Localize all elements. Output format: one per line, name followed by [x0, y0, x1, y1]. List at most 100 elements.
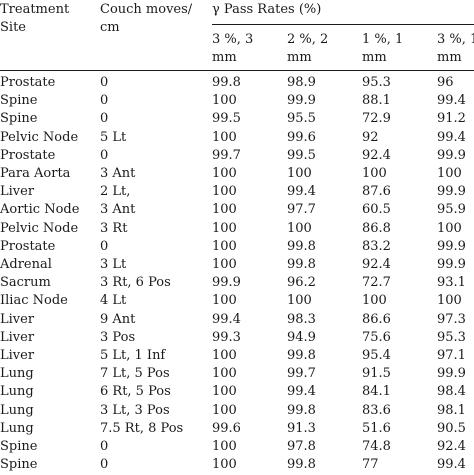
table-row: Prostate 0 100 99.8 83.2 99.9 — [0, 238, 474, 257]
cell-pass-1pct-1mm: 86.8 — [362, 220, 391, 236]
cell-pass-2pct-2mm: 98.9 — [287, 75, 316, 90]
cell-site: Aortic Node — [0, 202, 80, 218]
cell-pass-3pct-3mm: 100 — [212, 166, 237, 181]
cell-site: Lung — [0, 420, 34, 436]
cell-pass-2pct-2mm: 96.2 — [287, 275, 316, 291]
cell-pass-2pct-2mm: 99.8 — [287, 348, 316, 363]
cell-couch-moves: 0 — [100, 75, 109, 90]
cell-pass-2pct-2mm: 99.4 — [287, 184, 316, 200]
subheader-1-line2: mm — [212, 50, 237, 65]
cell-pass-2pct-2mm: 99.6 — [287, 129, 316, 145]
cell-couch-moves: 0 — [100, 439, 109, 454]
cell-pass-2pct-2mm: 99.8 — [287, 257, 316, 272]
cell-pass-3pct-3mm: 99.8 — [212, 75, 241, 90]
cell-pass-3pct-3mm: 100 — [212, 366, 237, 382]
cell-site: Spine — [0, 111, 38, 127]
cell-pass-2pct-2mm: 97.7 — [287, 202, 316, 218]
cell-site: Lung — [0, 402, 34, 418]
table-row: Pelvic Node 3 Rt 100 100 86.8 100 — [0, 220, 474, 239]
cell-couch-moves: 0 — [100, 111, 109, 127]
cell-pass-3pct-3mm: 100 — [212, 384, 237, 400]
table-row: Spine 0 100 99.8 77 99.4 — [0, 456, 474, 475]
cell-pass-1pct-1mm: 74.8 — [362, 439, 391, 454]
cell-pass-3pct-3mm: 99.3 — [212, 329, 241, 345]
cell-site: Adrenal — [0, 257, 52, 272]
cell-couch-moves: 3 Rt — [100, 220, 128, 236]
cell-pass-1pct-1mm: 95.3 — [362, 75, 391, 90]
subheader-3-line2: mm — [362, 50, 387, 65]
cell-pass-3pct-3mm: 100 — [212, 184, 237, 200]
cell-pass-1pct-1mm: 100 — [362, 166, 387, 181]
cell-pass-1pct-1mm: 72.7 — [362, 275, 391, 291]
cell-pass-3pct-3mm: 100 — [212, 348, 237, 363]
table-row: Prostate 0 99.8 98.9 95.3 96 — [0, 74, 474, 93]
cell-pass-3pct-3mm: 100 — [212, 93, 237, 109]
table-row: Spine 0 99.5 95.5 72.9 91.2 — [0, 110, 474, 129]
cell-pass-1pct-1mm: 92 — [362, 129, 379, 145]
cell-pass-2pct-2mm: 94.9 — [287, 329, 316, 345]
cell-site: Liver — [0, 348, 35, 363]
cell-site: Lung — [0, 366, 34, 382]
cell-pass-2pct-2mm: 99.7 — [287, 366, 316, 382]
subheader-3-line1: 1 %, 1 — [362, 32, 404, 47]
subheader-4-line1: 3 %, 1 — [437, 32, 474, 47]
cell-pass-3pct-1mm: 98.1 — [437, 402, 466, 418]
cell-couch-moves: 0 — [100, 238, 109, 254]
subheader-4-line2: mm — [437, 50, 462, 65]
cell-pass-2pct-2mm: 99.8 — [287, 402, 316, 418]
cell-pass-3pct-3mm: 99.4 — [212, 311, 241, 327]
cell-pass-2pct-2mm: 99.8 — [287, 238, 316, 254]
cell-pass-1pct-1mm: 51.6 — [362, 420, 391, 436]
table-row: Sacrum 3 Rt, 6 Pos 99.9 96.2 72.7 93.1 — [0, 274, 474, 293]
cell-pass-3pct-1mm: 99.4 — [437, 93, 466, 109]
cell-couch-moves: 0 — [100, 93, 109, 109]
cell-pass-3pct-3mm: 99.9 — [212, 275, 241, 291]
cell-pass-3pct-1mm: 99.9 — [437, 366, 466, 382]
header-group-pass-rates: γ Pass Rates (%) — [212, 2, 322, 17]
table-row: Aortic Node 3 Ant 100 97.7 60.5 95.9 — [0, 201, 474, 220]
cell-pass-2pct-2mm: 100 — [287, 293, 312, 309]
cell-site: Iliac Node — [0, 293, 68, 309]
cell-pass-3pct-1mm: 97.1 — [437, 348, 466, 363]
table-row: Lung 7 Lt, 5 Pos 100 99.7 91.5 99.9 — [0, 365, 474, 384]
cell-pass-1pct-1mm: 72.9 — [362, 111, 391, 127]
cell-pass-1pct-1mm: 83.6 — [362, 402, 391, 418]
cell-pass-1pct-1mm: 83.2 — [362, 238, 391, 254]
cell-pass-3pct-1mm: 90.5 — [437, 420, 466, 436]
cell-site: Prostate — [0, 147, 56, 163]
table-row: Liver 2 Lt, 100 99.4 87.6 99.9 — [0, 183, 474, 202]
cell-couch-moves: 4 Lt — [100, 293, 127, 309]
cell-site: Pelvic Node — [0, 220, 79, 236]
cell-couch-moves: 5 Lt — [100, 129, 127, 145]
cell-site: Liver — [0, 311, 35, 327]
cell-pass-2pct-2mm: 91.3 — [287, 420, 316, 436]
cell-site: Pelvic Node — [0, 129, 79, 145]
cell-pass-1pct-1mm: 100 — [362, 293, 387, 309]
cell-pass-3pct-3mm: 100 — [212, 220, 237, 236]
cell-pass-3pct-3mm: 100 — [212, 238, 237, 254]
cell-couch-moves: 3 Pos — [100, 329, 136, 345]
subheader-2-line2: mm — [287, 50, 312, 65]
table-row: Pelvic Node 5 Lt 100 99.6 92 99.4 — [0, 129, 474, 148]
cell-pass-3pct-1mm: 99.9 — [437, 184, 466, 200]
table-row: Spine 0 100 97.8 74.8 92.4 — [0, 438, 474, 457]
cell-pass-3pct-1mm: 91.2 — [437, 111, 466, 127]
cell-pass-3pct-1mm: 92.4 — [437, 439, 466, 454]
cell-site: Sacrum — [0, 275, 51, 291]
cell-couch-moves: 6 Rt, 5 Pos — [100, 384, 171, 400]
cell-pass-2pct-2mm: 95.5 — [287, 111, 316, 127]
cell-pass-1pct-1mm: 88.1 — [362, 93, 391, 109]
cell-pass-3pct-3mm: 99.7 — [212, 147, 241, 163]
cell-site: Spine — [0, 93, 38, 109]
cell-couch-moves: 3 Ant — [100, 202, 136, 218]
cell-pass-3pct-3mm: 100 — [212, 129, 237, 145]
cell-pass-2pct-2mm: 99.5 — [287, 147, 316, 163]
cell-pass-3pct-3mm: 100 — [212, 257, 237, 272]
table-row: Prostate 0 99.7 99.5 92.4 99.9 — [0, 147, 474, 166]
cell-site: Prostate — [0, 238, 56, 254]
cell-pass-3pct-1mm: 99.4 — [437, 129, 466, 145]
header-couch-line2: cm — [100, 20, 120, 35]
table-row: Iliac Node 4 Lt 100 100 100 100 — [0, 292, 474, 311]
table-row: Adrenal 3 Lt 100 99.8 92.4 99.9 — [0, 256, 474, 275]
